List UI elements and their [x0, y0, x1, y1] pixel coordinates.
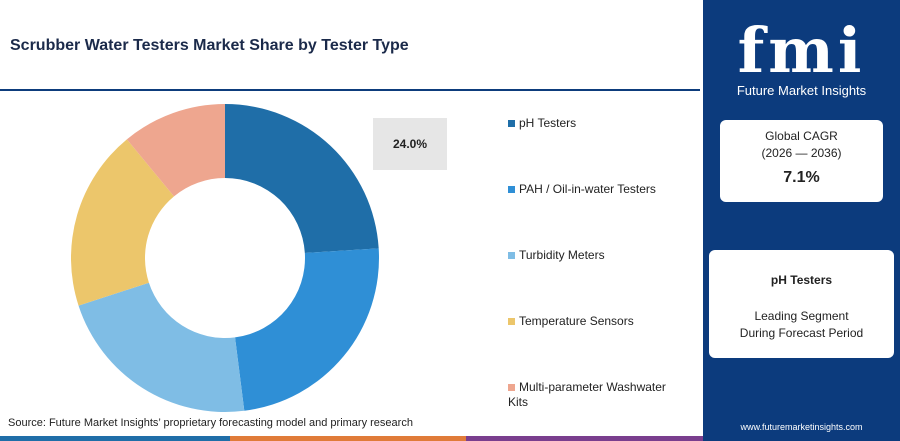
- legend-item: Temperature Sensors: [508, 314, 688, 329]
- legend-item: Turbidity Meters: [508, 248, 688, 263]
- legend-label: Turbidity Meters: [519, 248, 605, 262]
- chart-title: Scrubber Water Testers Market Share by T…: [10, 37, 409, 54]
- legend-label: pH Testers: [519, 116, 577, 130]
- donut-segment: [225, 104, 379, 253]
- segment-caption: During Forecast Period: [739, 326, 864, 340]
- footer-stripe: [466, 436, 703, 441]
- footer-stripe: [0, 436, 230, 441]
- legend-swatch: [508, 384, 515, 391]
- segment-caption: Leading Segment: [754, 309, 849, 323]
- donut-segment: [78, 282, 245, 412]
- footer-stripe: [230, 436, 466, 441]
- legend-label: PAH / Oil-in-water Testers: [519, 182, 656, 196]
- donut-segment: [126, 104, 225, 197]
- data-label-box: [373, 118, 447, 170]
- cagr-value: 7.1%: [783, 169, 820, 186]
- segment-name: pH Testers: [770, 273, 833, 287]
- legend-swatch: [508, 252, 515, 259]
- legend-item: pH Testers: [508, 116, 688, 131]
- legend-swatch: [508, 120, 515, 127]
- brand-name: Future Market Insights: [736, 83, 867, 98]
- legend-item: Multi-parameter Washwater Kits: [508, 380, 688, 410]
- url: www.futuremarketinsights.com: [740, 422, 863, 432]
- sidebar: fmi Future Market Insights Global CAGR (…: [703, 0, 900, 441]
- data-label: 24.0%: [393, 137, 427, 151]
- cagr-label: Global CAGR: [765, 129, 838, 143]
- header-rule: [0, 89, 700, 91]
- legend-swatch: [508, 318, 515, 325]
- source-note: Source: Future Market Insights’ propriet…: [8, 417, 413, 429]
- legend-swatch: [508, 186, 515, 193]
- cagr-card: Global CAGR (2026 — 2036) 7.1%: [720, 120, 883, 202]
- legend-item: PAH / Oil-in-water Testers: [508, 182, 688, 197]
- donut-segment: [235, 248, 379, 411]
- chart: 24.0%: [71, 104, 447, 412]
- segment-card: pH Testers Leading Segment During Foreca…: [709, 250, 894, 358]
- donut-segment: [71, 139, 175, 306]
- legend-label: Temperature Sensors: [519, 314, 634, 328]
- brand-logo: fmi: [737, 14, 866, 87]
- cagr-period: (2026 — 2036): [761, 146, 842, 160]
- legend-label: Multi-parameter Washwater Kits: [508, 380, 666, 409]
